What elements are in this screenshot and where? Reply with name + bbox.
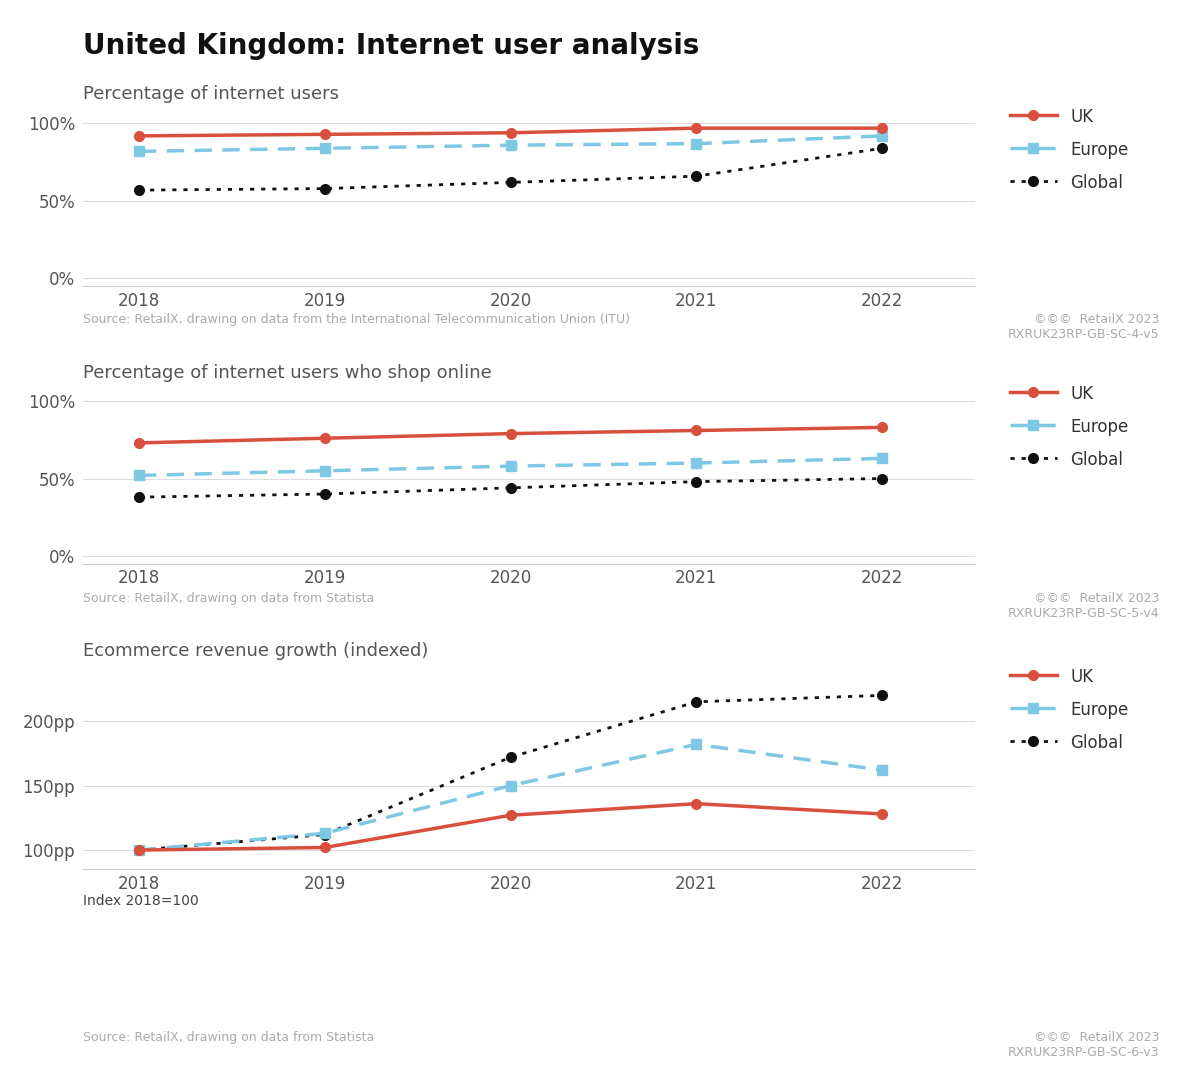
- Text: Index 2018=100: Index 2018=100: [83, 894, 199, 908]
- Text: Source: RetailX, drawing on data from the International Telecommunication Union : Source: RetailX, drawing on data from th…: [83, 313, 630, 326]
- Legend: UK, Europe, Global: UK, Europe, Global: [1011, 667, 1128, 753]
- Legend: UK, Europe, Global: UK, Europe, Global: [1011, 384, 1128, 470]
- Text: ©©©  RetailX 2023
RXRUK23RP-GB-SC-4-v5: ©©© RetailX 2023 RXRUK23RP-GB-SC-4-v5: [1007, 313, 1159, 341]
- Text: Source: RetailX, drawing on data from Statista: Source: RetailX, drawing on data from St…: [83, 1031, 375, 1044]
- Text: United Kingdom: Internet user analysis: United Kingdom: Internet user analysis: [83, 32, 699, 60]
- Text: ©©©  RetailX 2023
RXRUK23RP-GB-SC-6-v3: ©©© RetailX 2023 RXRUK23RP-GB-SC-6-v3: [1008, 1031, 1159, 1059]
- Text: Percentage of internet users who shop online: Percentage of internet users who shop on…: [83, 364, 492, 382]
- Text: Percentage of internet users: Percentage of internet users: [83, 85, 339, 104]
- Text: Ecommerce revenue growth (indexed): Ecommerce revenue growth (indexed): [83, 642, 428, 660]
- Text: ©©©  RetailX 2023
RXRUK23RP-GB-SC-5-v4: ©©© RetailX 2023 RXRUK23RP-GB-SC-5-v4: [1007, 592, 1159, 620]
- Text: Source: RetailX, drawing on data from Statista: Source: RetailX, drawing on data from St…: [83, 592, 375, 605]
- Legend: UK, Europe, Global: UK, Europe, Global: [1011, 107, 1128, 192]
